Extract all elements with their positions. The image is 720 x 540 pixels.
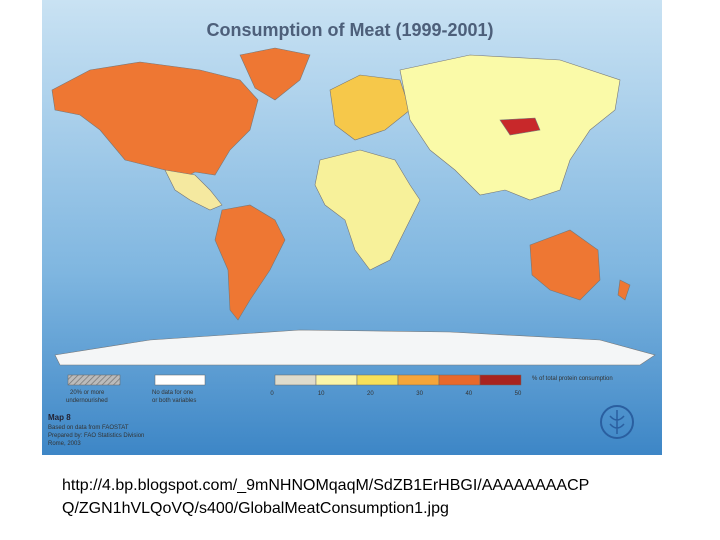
- note: Rome, 2003: [48, 441, 81, 447]
- note: Map 8: [48, 413, 71, 422]
- legend-label: 20% or more: [70, 390, 105, 396]
- scale-swatch: [438, 374, 481, 386]
- scale-tick-label: 20: [367, 391, 374, 397]
- scale-swatch: [397, 374, 440, 386]
- caption-line: Q/ZGN1hVLQoVQ/s400/GlobalMeatConsumption…: [62, 500, 449, 517]
- fao-logo: [600, 405, 634, 439]
- scale-title: % of total protein consumption: [532, 376, 613, 382]
- scale-tick-label: 30: [416, 391, 423, 397]
- map-title: Consumption of Meat (1999-2001): [206, 20, 493, 40]
- no-data-swatch: [154, 374, 206, 386]
- scale-swatch: [479, 374, 522, 386]
- legend: 20% or more undernourished No data for o…: [66, 374, 613, 404]
- legend-label: or both variables: [152, 398, 196, 404]
- scale-swatch: [356, 374, 399, 386]
- map-notes: Map 8 Based on data from FAOSTAT Prepare…: [48, 413, 144, 447]
- legend-label: undernourished: [66, 398, 108, 404]
- world-map: [51, 47, 656, 366]
- scale-tick-label: 50: [515, 391, 522, 397]
- note: Prepared by: FAO Statistics Division: [48, 433, 144, 439]
- scale-swatch: [315, 374, 358, 386]
- scale-tick-label: 10: [318, 391, 325, 397]
- scale-tick-label: 0: [270, 391, 274, 397]
- scale-tick-label: 40: [465, 391, 472, 397]
- note: Based on data from FAOSTAT: [48, 425, 129, 431]
- caption-line: http://4.bp.blogspot.com/_9mNHNOMqaqM/Sd…: [62, 477, 589, 494]
- undernourished-swatch: [67, 374, 121, 386]
- legend-label: No data for one: [152, 390, 194, 396]
- scale-swatch: [274, 374, 317, 386]
